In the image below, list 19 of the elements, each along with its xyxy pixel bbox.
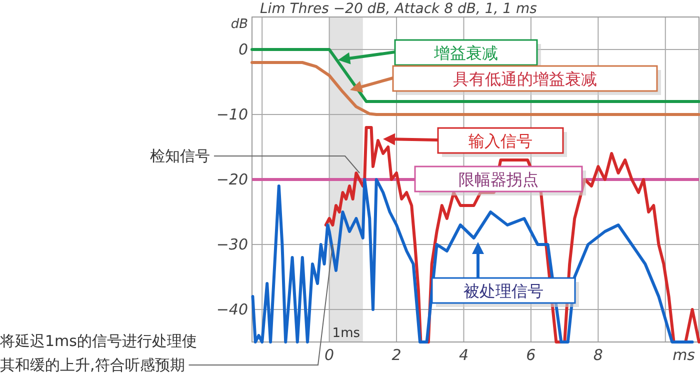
x-tick-label: 4 — [458, 346, 469, 364]
x-tick-label: 0 — [324, 346, 334, 364]
x-tick-label: 2 — [392, 346, 402, 364]
ref-line-label: 限幅器拐点 — [458, 170, 538, 189]
x-tick-label: 6 — [526, 346, 536, 364]
x-tick-label: 8 — [593, 346, 603, 364]
y-tick-label: −40 — [216, 300, 248, 318]
chart-title: Lim Thres −20 dB, Attack 8 dB, 1, 1 ms — [260, 1, 537, 17]
series-label: 具有低通的增益衰减 — [453, 70, 597, 88]
annotation: 检知信号 — [150, 147, 210, 165]
y-axis-title: dB — [230, 17, 248, 32]
x-axis-title: ms — [672, 346, 696, 364]
y-tick-label: −30 — [216, 236, 248, 254]
series-label: 被处理信号 — [464, 282, 544, 300]
y-tick-label: 0 — [238, 40, 248, 58]
band-label: 1ms — [332, 326, 360, 341]
y-tick-label: −20 — [216, 170, 248, 188]
y-tick-label: −10 — [216, 106, 248, 124]
legend-label: 输入信号 — [468, 132, 532, 150]
